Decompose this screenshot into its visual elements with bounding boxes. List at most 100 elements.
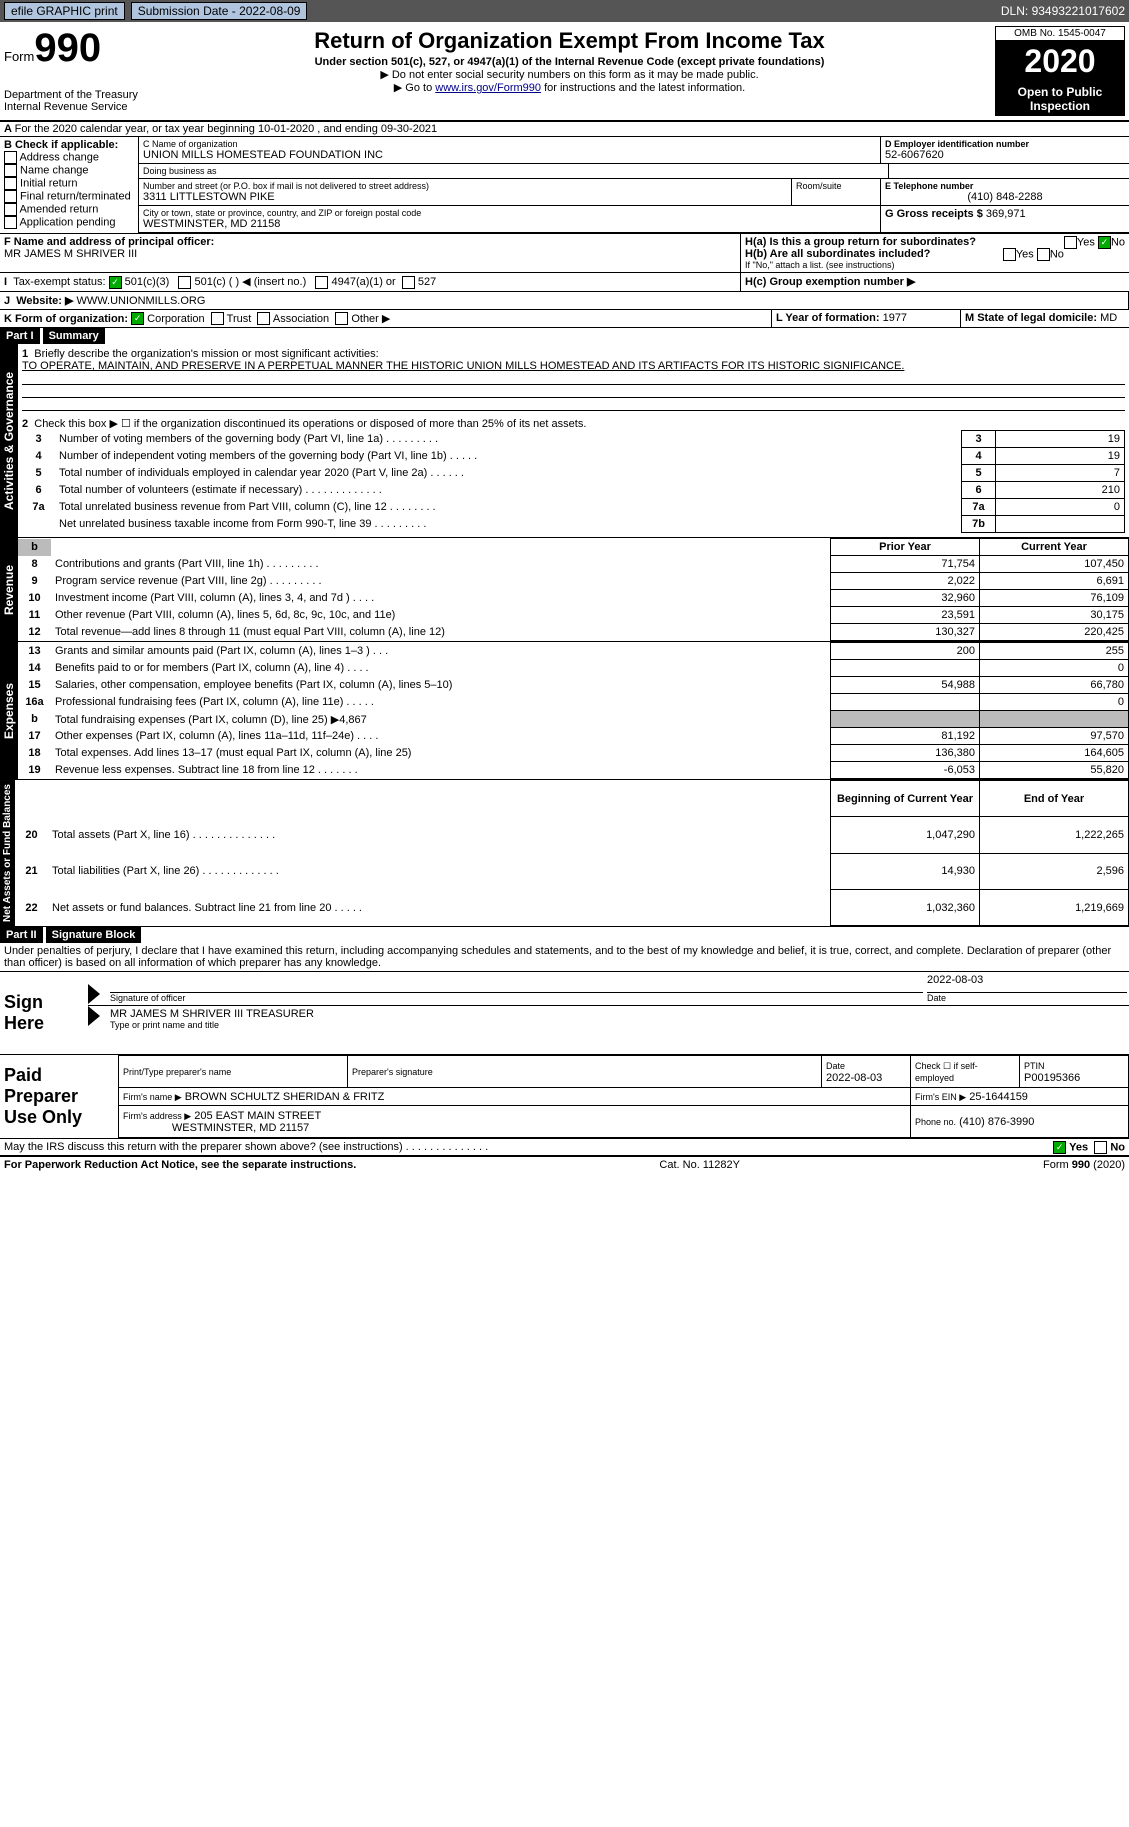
table-row: bTotal fundraising expenses (Part IX, co… <box>18 711 1129 728</box>
i-501c3-checkbox[interactable]: ✓ <box>109 276 122 289</box>
dba-label: Doing business as <box>143 166 884 176</box>
table-row: 5Total number of individuals employed in… <box>22 465 1125 482</box>
form-header: Form990 Department of the Treasury Inter… <box>0 22 1129 122</box>
b-checkbox[interactable] <box>4 164 17 177</box>
note-ssn: ▶ Do not enter social security numbers o… <box>154 68 985 81</box>
k-corp-checkbox[interactable]: ✓ <box>131 312 144 325</box>
table-row: 22Net assets or fund balances. Subtract … <box>15 889 1129 925</box>
j-label: Website: ▶ <box>16 295 73 307</box>
firm-ein: 25-1644159 <box>969 1091 1028 1103</box>
revenue-table: bPrior YearCurrent Year8Contributions an… <box>18 538 1129 641</box>
b-checkbox[interactable] <box>4 190 17 203</box>
ein: 52-6067620 <box>885 149 1125 161</box>
may-discuss: May the IRS discuss this return with the… <box>0 1139 1129 1157</box>
dln: DLN: 93493221017602 <box>1001 4 1125 18</box>
tab-governance: Activities & Governance <box>0 344 18 537</box>
b-checkbox[interactable] <box>4 203 17 216</box>
discuss-yes-checkbox[interactable]: ✓ <box>1053 1141 1066 1154</box>
title-block: Return of Organization Exempt From Incom… <box>144 26 995 116</box>
cat-no: Cat. No. 11282Y <box>659 1159 740 1171</box>
table-row: 8Contributions and grants (Part VIII, li… <box>18 556 1129 573</box>
sign-here-label: Sign Here <box>0 972 88 1054</box>
year-formation: 1977 <box>883 312 907 324</box>
b-item: Application pending <box>4 216 134 229</box>
officer-name: MR JAMES M SHRIVER III <box>4 248 736 260</box>
form-footer: Form 990 (2020) <box>1043 1159 1125 1171</box>
table-row: 10Investment income (Part VIII, column (… <box>18 590 1129 607</box>
b-item: Amended return <box>4 203 134 216</box>
header-grid: B Check if applicable: Address change Na… <box>0 137 1129 234</box>
addr-label: Number and street (or P.O. box if mail i… <box>143 181 787 191</box>
l1-label: Briefly describe the organization's miss… <box>34 348 378 360</box>
omb-number: OMB No. 1545-0047 <box>995 26 1125 41</box>
b-item: Initial return <box>4 177 134 190</box>
state-domicile: MD <box>1100 312 1117 324</box>
website: WWW.UNIONMILLS.ORG <box>76 295 205 307</box>
pra-notice: For Paperwork Reduction Act Notice, see … <box>4 1159 356 1171</box>
b-item: Name change <box>4 164 134 177</box>
firm-address: 205 EAST MAIN STREET <box>194 1110 321 1122</box>
part1-header: Part I Summary <box>0 328 1129 344</box>
firm-name: BROWN SCHULTZ SHERIDAN & FRITZ <box>185 1091 385 1103</box>
hb-yes-checkbox[interactable] <box>1003 248 1016 261</box>
org-name: UNION MILLS HOMESTEAD FOUNDATION INC <box>143 149 876 161</box>
l2-text: Check this box ▶ ☐ if the organization d… <box>34 418 586 430</box>
netassets-table: Beginning of Current YearEnd of Year20To… <box>15 780 1129 926</box>
sig-date: 2022-08-03 <box>927 974 1127 993</box>
i-label: Tax-exempt status: <box>13 276 105 288</box>
h-c: H(c) Group exemption number ▶ <box>745 276 915 288</box>
tab-netassets: Net Assets or Fund Balances <box>0 780 15 926</box>
department: Department of the Treasury Internal Reve… <box>4 89 144 113</box>
form-title: Return of Organization Exempt From Incom… <box>154 28 985 54</box>
firm-phone: (410) 876-3990 <box>959 1116 1034 1128</box>
d-label: D Employer identification number <box>885 139 1125 149</box>
i-527-checkbox[interactable] <box>402 276 415 289</box>
k-trust-checkbox[interactable] <box>211 312 224 325</box>
street: 3311 LITTLESTOWN PIKE <box>143 191 787 203</box>
k-label: K Form of organization: <box>4 313 128 325</box>
hb-no-checkbox[interactable] <box>1037 248 1050 261</box>
tax-year: 2020 <box>995 41 1125 82</box>
top-bar: efile GRAPHIC print Submission Date - 20… <box>0 0 1129 22</box>
table-row: 17Other expenses (Part IX, column (A), l… <box>18 728 1129 745</box>
sig-date-label: Date <box>927 993 1127 1003</box>
table-row: 18Total expenses. Add lines 13–17 (must … <box>18 745 1129 762</box>
table-row: 7aTotal unrelated business revenue from … <box>22 499 1125 516</box>
table-row: 21Total liabilities (Part X, line 26) . … <box>15 853 1129 889</box>
b-item: Final return/terminated <box>4 190 134 203</box>
table-row: 14Benefits paid to or for members (Part … <box>18 660 1129 677</box>
irs-link[interactable]: www.irs.gov/Form990 <box>435 82 541 94</box>
submission-date: Submission Date - 2022-08-09 <box>131 2 308 20</box>
paid-preparer-label: Paid Preparer Use Only <box>0 1055 118 1138</box>
table-row: 4Number of independent voting members of… <box>22 448 1125 465</box>
b-checkbox[interactable] <box>4 151 17 164</box>
ha-yes-checkbox[interactable] <box>1064 236 1077 249</box>
section-b-label: B Check if applicable: <box>4 139 134 151</box>
governance-table: 3Number of voting members of the governi… <box>22 430 1125 533</box>
discuss-no-checkbox[interactable] <box>1094 1141 1107 1154</box>
i-4947-checkbox[interactable] <box>315 276 328 289</box>
form-number: Form990 <box>4 26 144 71</box>
b-checkbox[interactable] <box>4 216 17 229</box>
b-checkbox[interactable] <box>4 177 17 190</box>
officer-type-label: Type or print name and title <box>110 1020 1127 1030</box>
h-b: H(b) Are all subordinates included? Yes … <box>745 248 1125 260</box>
phone: (410) 848-2288 <box>885 191 1125 203</box>
tab-expenses: Expenses <box>0 642 18 779</box>
table-row: 20Total assets (Part X, line 16) . . . .… <box>15 817 1129 853</box>
form-subtitle: Under section 501(c), 527, or 4947(a)(1)… <box>154 56 985 68</box>
table-row: 15Salaries, other compensation, employee… <box>18 677 1129 694</box>
ha-no-checkbox[interactable]: ✓ <box>1098 236 1111 249</box>
footer: For Paperwork Reduction Act Notice, see … <box>0 1157 1129 1173</box>
k-other-checkbox[interactable] <box>335 312 348 325</box>
h-a: H(a) Is this a group return for subordin… <box>745 236 1125 248</box>
year-box: OMB No. 1545-0047 2020 Open to Public In… <box>995 26 1125 116</box>
signature-arrow-icon <box>88 984 100 1004</box>
city: WESTMINSTER, MD 21158 <box>143 218 876 230</box>
c-name-label: C Name of organization <box>143 139 876 149</box>
k-assoc-checkbox[interactable] <box>257 312 270 325</box>
i-501c-checkbox[interactable] <box>178 276 191 289</box>
public-inspection: Open to Public Inspection <box>995 82 1125 116</box>
name-arrow-icon <box>88 1006 100 1026</box>
line-a: A For the 2020 calendar year, or tax yea… <box>0 122 1129 137</box>
